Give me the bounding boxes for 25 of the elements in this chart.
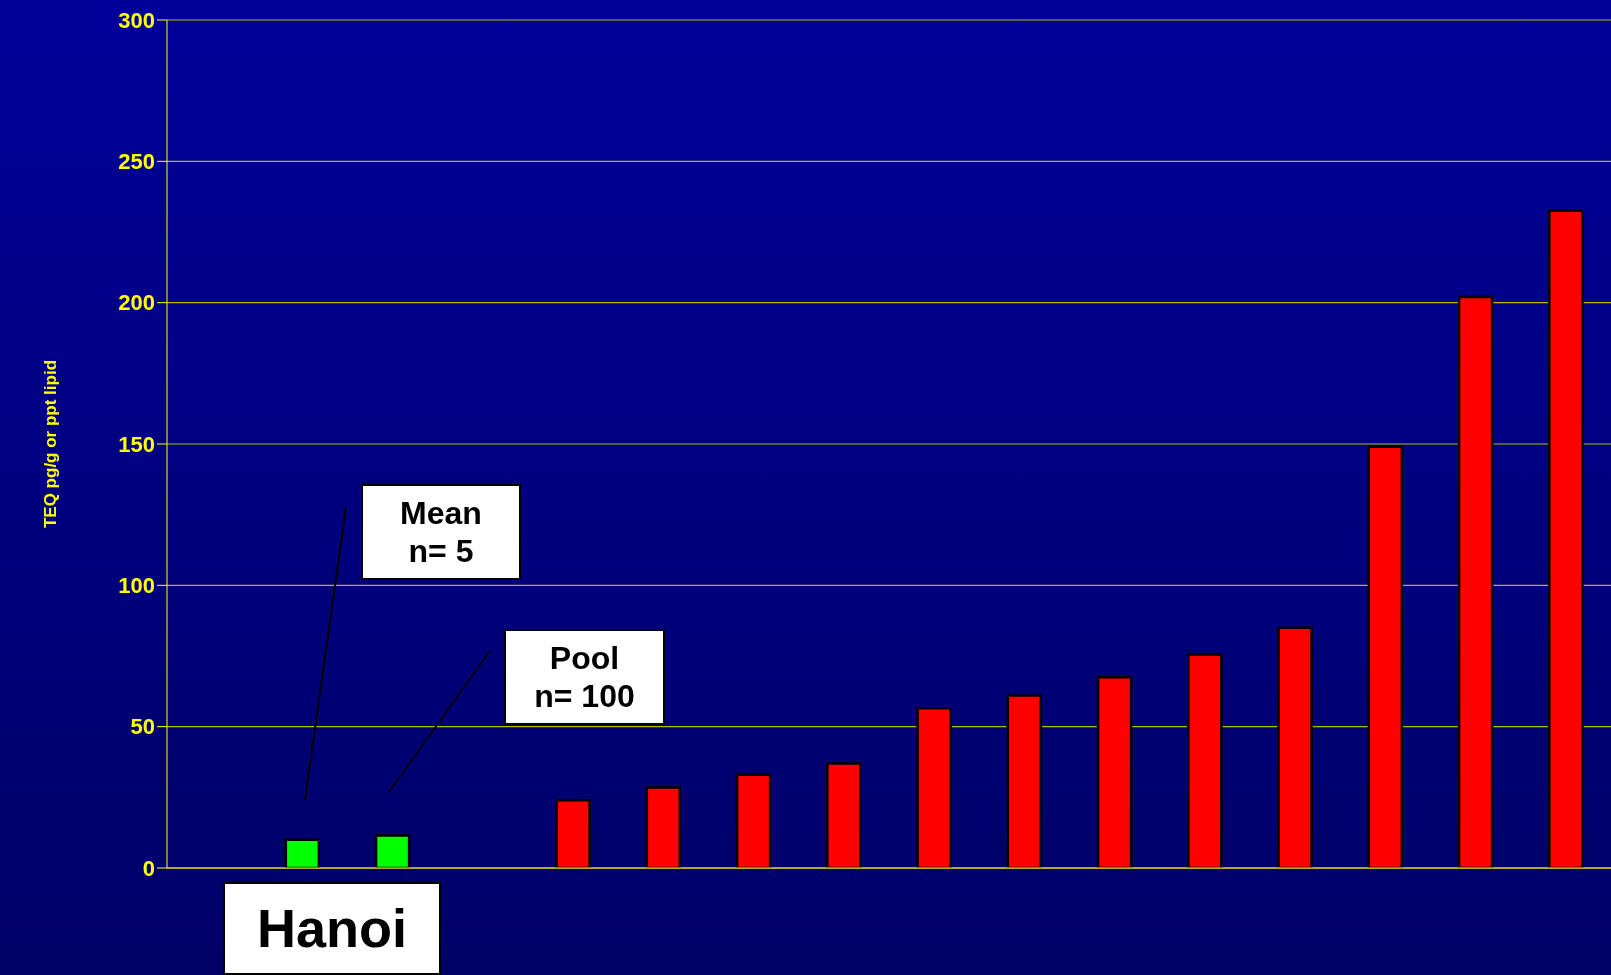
y-tick-label: 250: [118, 149, 155, 175]
bar: [1548, 209, 1584, 868]
bar: [555, 798, 591, 868]
y-tick-label: 0: [142, 855, 155, 881]
bar: [645, 786, 682, 868]
bar: [1277, 626, 1313, 868]
bar: [1457, 295, 1494, 868]
bar: [1367, 445, 1404, 868]
bar: [826, 762, 862, 868]
y-tick-label: 300: [118, 7, 155, 33]
text: Hanoi: [256, 897, 407, 961]
y-tick-label: 100: [118, 573, 155, 599]
bar: [1006, 694, 1043, 868]
bar: [916, 707, 952, 868]
bar: [284, 838, 321, 868]
bar: [1096, 675, 1133, 868]
annotation: Pool n= 100: [534, 638, 635, 716]
bar: [1187, 653, 1223, 868]
annotation: Mean n= 5: [400, 493, 482, 571]
y-tick-label: 150: [118, 431, 155, 457]
y-axis-title: TEQ pg/g or ppt lipid: [41, 359, 61, 529]
bar: [735, 773, 772, 868]
y-tick-label: 50: [130, 714, 155, 740]
y-tick-label: 200: [118, 290, 155, 316]
bar: [374, 834, 411, 868]
